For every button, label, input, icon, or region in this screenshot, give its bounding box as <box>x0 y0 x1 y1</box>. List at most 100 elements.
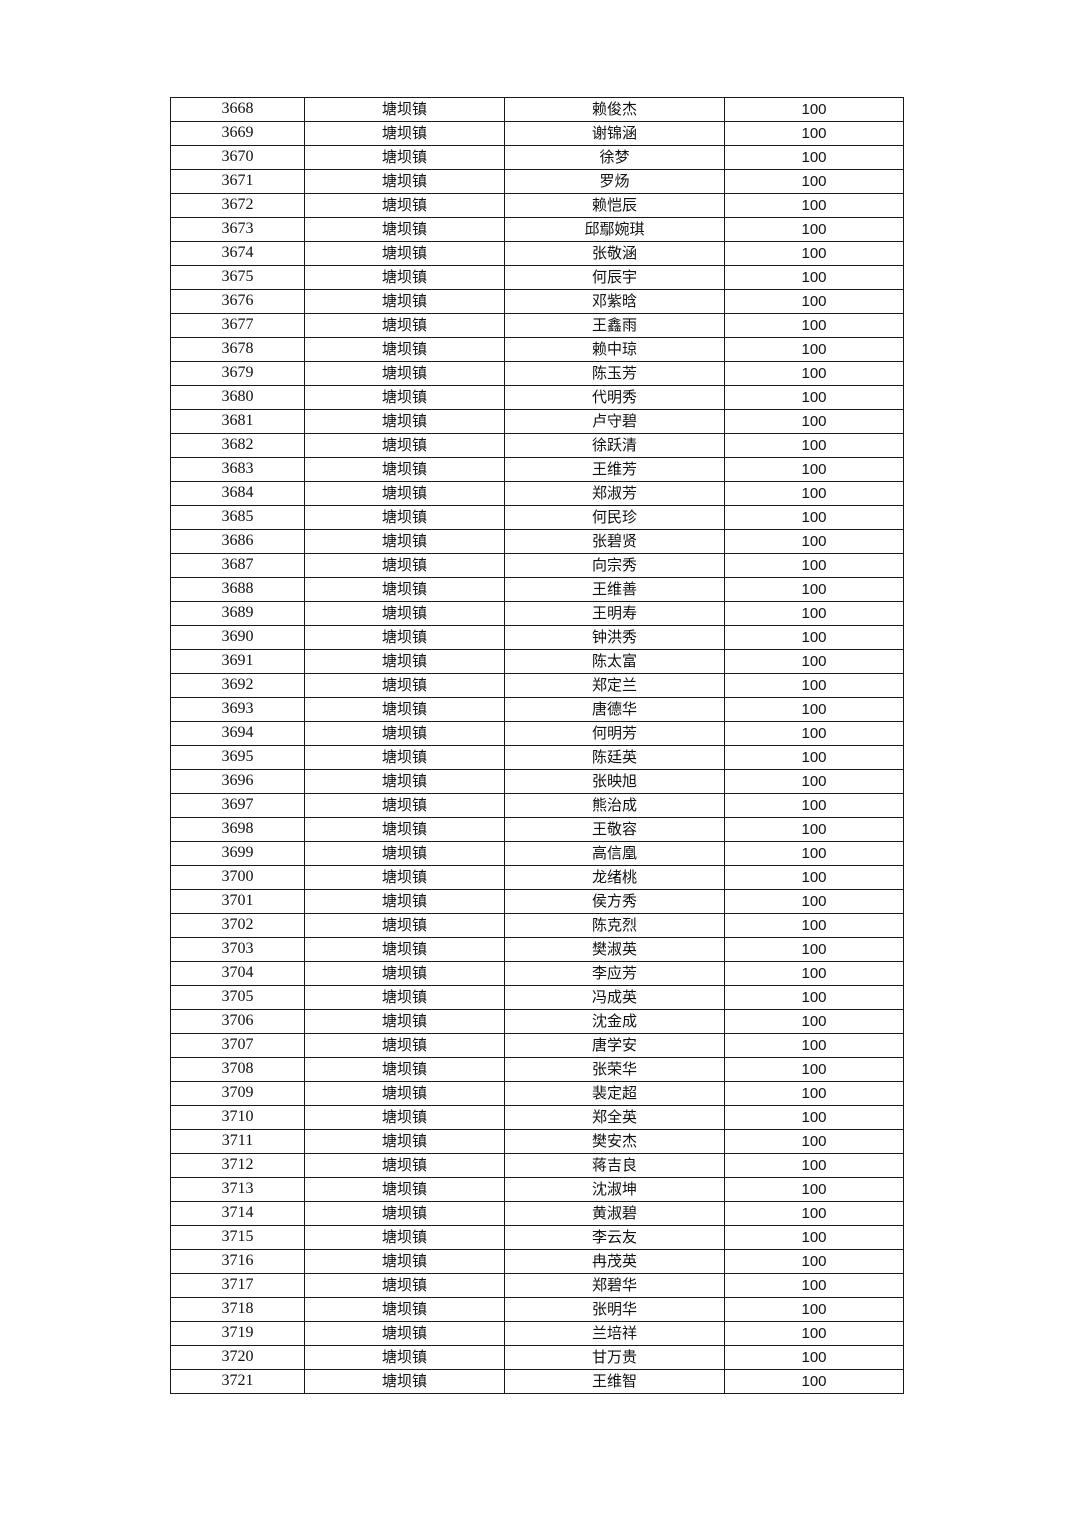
name-cell: 郑全英 <box>504 1105 725 1130</box>
town-cell: 塘坝镇 <box>304 673 505 698</box>
town-cell: 塘坝镇 <box>304 1081 505 1106</box>
row-number-cell: 3693 <box>170 697 305 722</box>
table-body: 3668 塘坝镇 赖俊杰 100 3669 塘坝镇 谢锦涵 100 3670 塘坝镇 徐梦 100 36… <box>170 97 904 1394</box>
name-cell: 陈克烈 <box>504 913 725 938</box>
town-cell: 塘坝镇 <box>304 313 505 338</box>
table-row: 3715 塘坝镇 李云友 100 <box>170 1225 904 1250</box>
name-cell: 龙绪桃 <box>504 865 725 890</box>
table-row: 3711 塘坝镇 樊安杰 100 <box>170 1129 904 1154</box>
table-row: 3687 塘坝镇 向宗秀 100 <box>170 553 904 578</box>
name-cell: 何民珍 <box>504 505 725 530</box>
row-number-cell: 3703 <box>170 937 305 962</box>
name-cell: 熊治成 <box>504 793 725 818</box>
table-row: 3699 塘坝镇 高信凰 100 <box>170 841 904 866</box>
name-cell: 沈金成 <box>504 1009 725 1034</box>
name-cell: 陈廷英 <box>504 745 725 770</box>
name-cell: 钟洪秀 <box>504 625 725 650</box>
name-cell: 沈淑坤 <box>504 1177 725 1202</box>
town-cell: 塘坝镇 <box>304 121 505 146</box>
table-row: 3702 塘坝镇 陈克烈 100 <box>170 913 904 938</box>
name-cell: 裴定超 <box>504 1081 725 1106</box>
row-number-cell: 3691 <box>170 649 305 674</box>
town-cell: 塘坝镇 <box>304 1057 505 1082</box>
row-number-cell: 3714 <box>170 1201 305 1226</box>
table-row: 3682 塘坝镇 徐跃清 100 <box>170 433 904 458</box>
name-cell: 冯成英 <box>504 985 725 1010</box>
town-cell: 塘坝镇 <box>304 433 505 458</box>
table-row: 3684 塘坝镇 郑淑芳 100 <box>170 481 904 506</box>
row-number-cell: 3670 <box>170 145 305 170</box>
row-number-cell: 3711 <box>170 1129 305 1154</box>
town-cell: 塘坝镇 <box>304 1345 505 1370</box>
town-cell: 塘坝镇 <box>304 169 505 194</box>
name-cell: 张荣华 <box>504 1057 725 1082</box>
table-row: 3713 塘坝镇 沈淑坤 100 <box>170 1177 904 1202</box>
name-cell: 谢锦涵 <box>504 121 725 146</box>
name-cell: 王鑫雨 <box>504 313 725 338</box>
name-cell: 李应芳 <box>504 961 725 986</box>
town-cell: 塘坝镇 <box>304 409 505 434</box>
table-row: 3691 塘坝镇 陈太富 100 <box>170 649 904 674</box>
name-cell: 代明秀 <box>504 385 725 410</box>
table-row: 3669 塘坝镇 谢锦涵 100 <box>170 121 904 146</box>
amount-cell: 100 <box>724 793 904 818</box>
table-row: 3710 塘坝镇 郑全英 100 <box>170 1105 904 1130</box>
amount-cell: 100 <box>724 697 904 722</box>
table-row: 3670 塘坝镇 徐梦 100 <box>170 145 904 170</box>
amount-cell: 100 <box>724 337 904 362</box>
table-row: 3704 塘坝镇 李应芳 100 <box>170 961 904 986</box>
name-cell: 王明寿 <box>504 601 725 626</box>
amount-cell: 100 <box>724 1369 904 1394</box>
name-cell: 赖中琼 <box>504 337 725 362</box>
town-cell: 塘坝镇 <box>304 1129 505 1154</box>
row-number-cell: 3712 <box>170 1153 305 1178</box>
table-row: 3675 塘坝镇 何辰宇 100 <box>170 265 904 290</box>
table-row: 3703 塘坝镇 樊淑英 100 <box>170 937 904 962</box>
town-cell: 塘坝镇 <box>304 865 505 890</box>
name-cell: 邱鄢婉琪 <box>504 217 725 242</box>
row-number-cell: 3720 <box>170 1345 305 1370</box>
table-row: 3718 塘坝镇 张明华 100 <box>170 1297 904 1322</box>
name-cell: 王敬容 <box>504 817 725 842</box>
row-number-cell: 3694 <box>170 721 305 746</box>
town-cell: 塘坝镇 <box>304 937 505 962</box>
row-number-cell: 3686 <box>170 529 305 554</box>
row-number-cell: 3704 <box>170 961 305 986</box>
row-number-cell: 3719 <box>170 1321 305 1346</box>
table-row: 3720 塘坝镇 甘万贵 100 <box>170 1345 904 1370</box>
table-row: 3708 塘坝镇 张荣华 100 <box>170 1057 904 1082</box>
table-row: 3674 塘坝镇 张敬涵 100 <box>170 241 904 266</box>
amount-cell: 100 <box>724 817 904 842</box>
name-cell: 郑碧华 <box>504 1273 725 1298</box>
name-cell: 高信凰 <box>504 841 725 866</box>
town-cell: 塘坝镇 <box>304 97 505 122</box>
row-number-cell: 3681 <box>170 409 305 434</box>
amount-cell: 100 <box>724 1345 904 1370</box>
town-cell: 塘坝镇 <box>304 577 505 602</box>
name-cell: 赖俊杰 <box>504 97 725 122</box>
row-number-cell: 3709 <box>170 1081 305 1106</box>
table-row: 3696 塘坝镇 张映旭 100 <box>170 769 904 794</box>
town-cell: 塘坝镇 <box>304 457 505 482</box>
town-cell: 塘坝镇 <box>304 1009 505 1034</box>
row-number-cell: 3708 <box>170 1057 305 1082</box>
name-cell: 蒋吉良 <box>504 1153 725 1178</box>
amount-cell: 100 <box>724 937 904 962</box>
town-cell: 塘坝镇 <box>304 553 505 578</box>
amount-cell: 100 <box>724 433 904 458</box>
row-number-cell: 3682 <box>170 433 305 458</box>
row-number-cell: 3698 <box>170 817 305 842</box>
amount-cell: 100 <box>724 361 904 386</box>
amount-cell: 100 <box>724 553 904 578</box>
table-row: 3716 塘坝镇 冉茂英 100 <box>170 1249 904 1274</box>
amount-cell: 100 <box>724 409 904 434</box>
table-row: 3690 塘坝镇 钟洪秀 100 <box>170 625 904 650</box>
row-number-cell: 3700 <box>170 865 305 890</box>
row-number-cell: 3687 <box>170 553 305 578</box>
table-row: 3714 塘坝镇 黄淑碧 100 <box>170 1201 904 1226</box>
table-row: 3706 塘坝镇 沈金成 100 <box>170 1009 904 1034</box>
amount-cell: 100 <box>724 985 904 1010</box>
amount-cell: 100 <box>724 457 904 482</box>
town-cell: 塘坝镇 <box>304 289 505 314</box>
table-row: 3678 塘坝镇 赖中琼 100 <box>170 337 904 362</box>
